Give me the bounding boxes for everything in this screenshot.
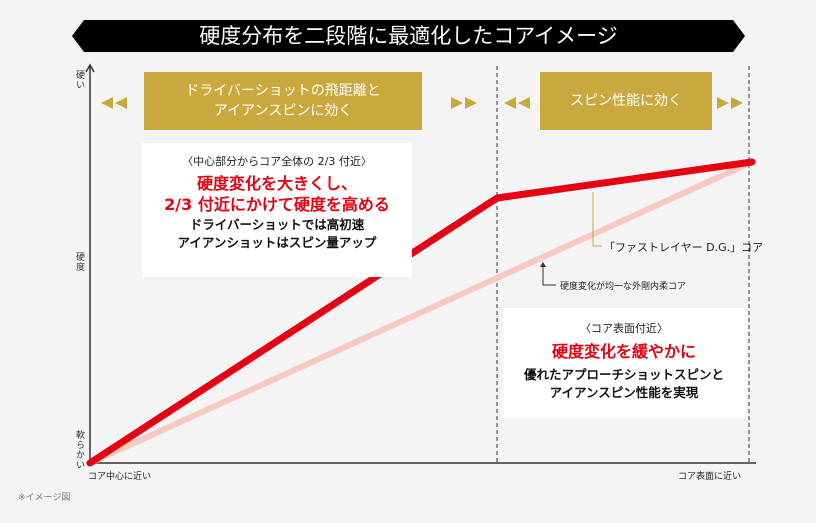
arrow-left-icon xyxy=(518,97,530,109)
outer-red-line: 硬度変化を緩やかに xyxy=(551,342,696,361)
image-note: ※イメージ図 xyxy=(18,493,71,503)
x-label-surface: コア表面に近い xyxy=(678,472,742,482)
arrow-left-icon xyxy=(115,97,127,109)
inner-body-line: ドライバーショットでは高初速 xyxy=(189,216,365,232)
x-label-center: コア中心に近い xyxy=(88,472,152,482)
title-banner xyxy=(72,20,745,52)
inner-red-line: 硬度変化を大きくし、 xyxy=(196,174,357,193)
inner-body-line: アイアンショットはスピン量アップ xyxy=(177,234,377,250)
inner-heading: 〈中心部分からコア全体の 2/3 付近〉 xyxy=(182,155,372,168)
uniform-callout-arrow-icon xyxy=(540,262,546,267)
y-label-soft: 軟らかい xyxy=(74,430,84,470)
dg-callout-leader xyxy=(592,192,602,247)
y-axis-arrow-icon xyxy=(85,63,95,73)
zone-label-line: スピン性能に効く xyxy=(570,92,682,109)
uniform-core-line xyxy=(87,159,755,466)
uniform-callout-leader xyxy=(542,266,556,286)
arrow-left-icon xyxy=(101,97,113,109)
zone-label-line: ドライバーショットの飛距離と xyxy=(185,82,381,99)
zone-label-inner: ドライバーショットの飛距離と アイアンスピンに効く xyxy=(144,72,422,130)
inner-red-line: 2/3 付近にかけて硬度を高める xyxy=(164,194,390,214)
y-label-hard: 硬い xyxy=(74,70,84,90)
dg-core-callout: 「ファストレイヤー D.G.」コア xyxy=(604,241,764,254)
arrow-right-icon xyxy=(717,97,729,109)
page-title: 硬度分布を二段階に最適化したコアイメージ xyxy=(199,24,618,48)
outer-body-line: 優れたアプローチショットスピンと xyxy=(523,366,724,382)
outer-body-line: アイアンスピン性能を実現 xyxy=(549,384,699,400)
outer-heading: 〈コア表面付近〉 xyxy=(580,322,668,335)
zone-label-outer: スピン性能に効く xyxy=(540,72,712,130)
outer-zone-description: 〈コア表面付近〉 硬度変化を緩やかに 優れたアプローチショットスピンと アイアン… xyxy=(503,308,745,418)
uniform-core-callout: 硬度変化が均一な外剛内柔コア xyxy=(560,282,687,292)
zone-arrows xyxy=(101,97,743,109)
zone-label-line: アイアンスピンに効く xyxy=(213,103,353,119)
dg-core-line xyxy=(86,158,756,467)
arrow-left-icon xyxy=(504,97,516,109)
arrow-right-icon xyxy=(451,97,463,109)
y-label-axis: 硬度 xyxy=(74,252,84,272)
arrow-right-icon xyxy=(731,97,743,109)
inner-zone-description: 〈中心部分からコア全体の 2/3 付近〉 硬度変化を大きくし、 2/3 付近にか… xyxy=(142,143,412,277)
arrow-right-icon xyxy=(465,97,477,109)
